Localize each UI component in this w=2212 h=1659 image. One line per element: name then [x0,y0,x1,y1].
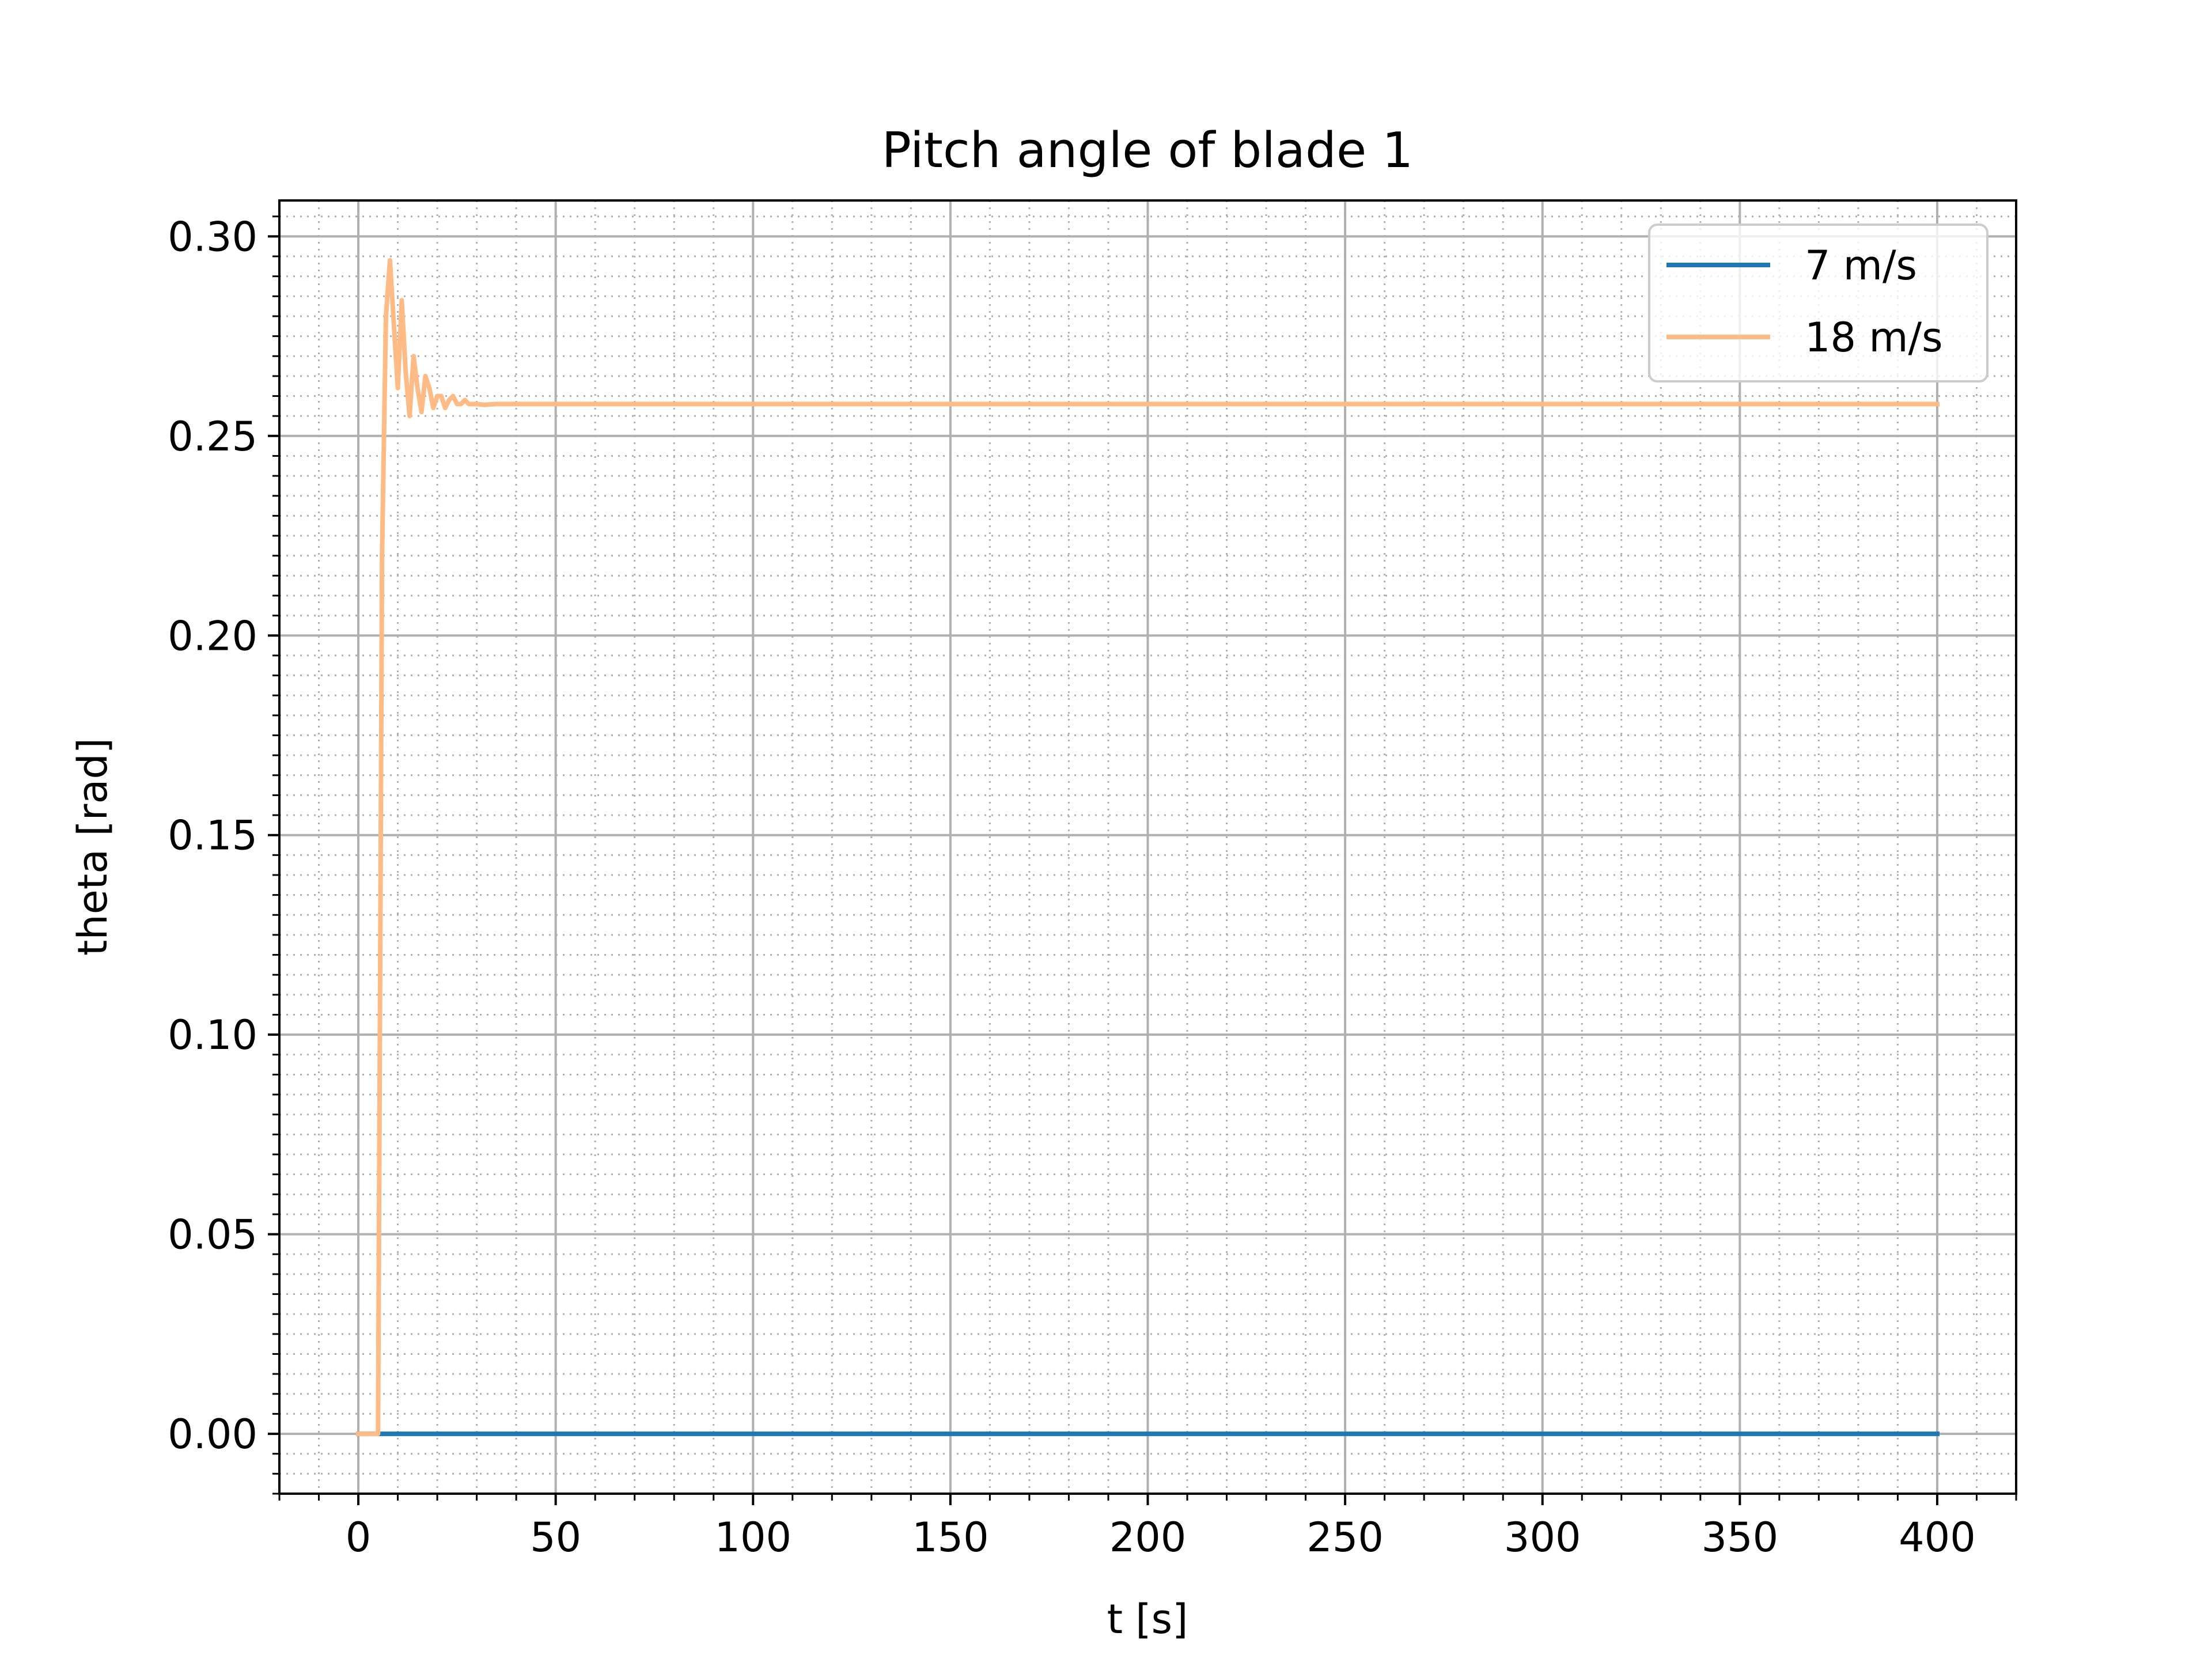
x-tick-label: 200 [1109,1514,1187,1561]
x-tick-label: 100 [714,1514,791,1561]
y-axis-label: theta [rad] [69,738,116,956]
x-tick-label: 400 [1899,1514,1976,1561]
legend-label-7ms: 7 m/s [1805,242,1917,289]
y-tick-label: 0.15 [168,812,257,859]
x-tick-label: 300 [1504,1514,1581,1561]
minor-grid [278,200,2017,1495]
x-tick-label: 350 [1702,1514,1779,1561]
legend-label-18ms: 18 m/s [1805,314,1943,361]
x-axis-label: t [s] [1107,1596,1188,1643]
series-line-18ms [356,257,1940,1437]
x-tick-labels: 0 50 100 150 200 250 300 350 400 [346,1514,1976,1561]
y-tick-label: 0.10 [168,1012,257,1059]
chart-title: Pitch angle of blade 1 [882,122,1414,179]
y-tick-label: 0.30 [168,213,257,260]
y-tick-label: 0.00 [168,1411,257,1458]
x-tick-label: 50 [530,1514,581,1561]
x-tick-label: 0 [346,1514,372,1561]
x-tick-label: 150 [912,1514,989,1561]
y-tick-labels: 0.00 0.05 0.10 0.15 0.20 0.25 0.30 [168,213,257,1458]
y-tick-label: 0.05 [168,1211,257,1259]
legend: 7 m/s 18 m/s [1648,224,1988,382]
ticks [268,215,2017,1505]
x-tick-label: 250 [1306,1514,1384,1561]
y-tick-label: 0.25 [168,413,257,460]
y-tick-label: 0.20 [168,612,257,660]
series-layer [356,257,1940,1437]
